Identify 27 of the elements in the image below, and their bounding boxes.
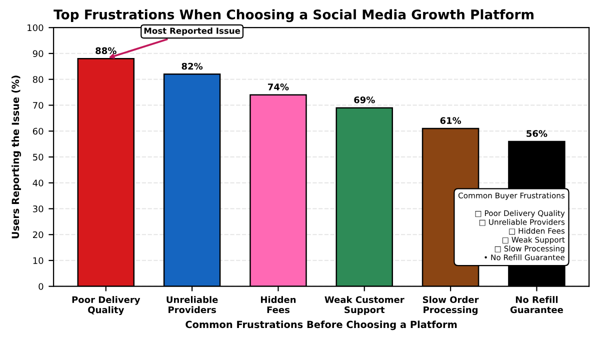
data-label: 74% bbox=[268, 84, 289, 90]
y-axis-title: Users Reporting the Issue (%) bbox=[12, 76, 22, 238]
y-tick-label: 90 bbox=[32, 50, 44, 58]
y-tick-label: 80 bbox=[32, 76, 44, 83]
y-tick-label: 30 bbox=[33, 205, 44, 212]
data-label: 88% bbox=[96, 47, 116, 54]
annotation: Most Reported Issue bbox=[144, 27, 240, 36]
x-tick-label: Slow Order Processing bbox=[422, 296, 479, 315]
x-tick-label: No Refill Guarantee bbox=[510, 296, 563, 314]
x-tick-label: Weak Customer Support bbox=[324, 296, 404, 315]
y-tick-label: 60 bbox=[32, 128, 44, 135]
x-axis-title: Common Frustrations Before Choosing a Platform bbox=[186, 320, 457, 330]
y-tick-label: 10 bbox=[33, 257, 44, 264]
data-label: 69% bbox=[354, 96, 375, 104]
y-tick-label: 70 bbox=[33, 102, 44, 109]
data-label: 61% bbox=[440, 117, 462, 124]
y-tick-label: 0 bbox=[38, 283, 44, 290]
data-label: 82% bbox=[182, 62, 203, 70]
x-tick-label: Unreliable Providers bbox=[166, 296, 218, 314]
chart-title: Top Frustrations When Choosing a Social Media Growth Platform bbox=[54, 9, 534, 22]
x-tick-label: Poor Delivery Quality bbox=[72, 296, 140, 316]
data-label: 56% bbox=[526, 130, 548, 137]
y-tick-label: 100 bbox=[28, 24, 44, 32]
y-tick-label: 40 bbox=[32, 180, 44, 186]
x-tick-label: Hidden Fees bbox=[260, 296, 296, 314]
y-tick-label: 50 bbox=[33, 154, 44, 161]
y-tick-label: 20 bbox=[33, 231, 44, 238]
